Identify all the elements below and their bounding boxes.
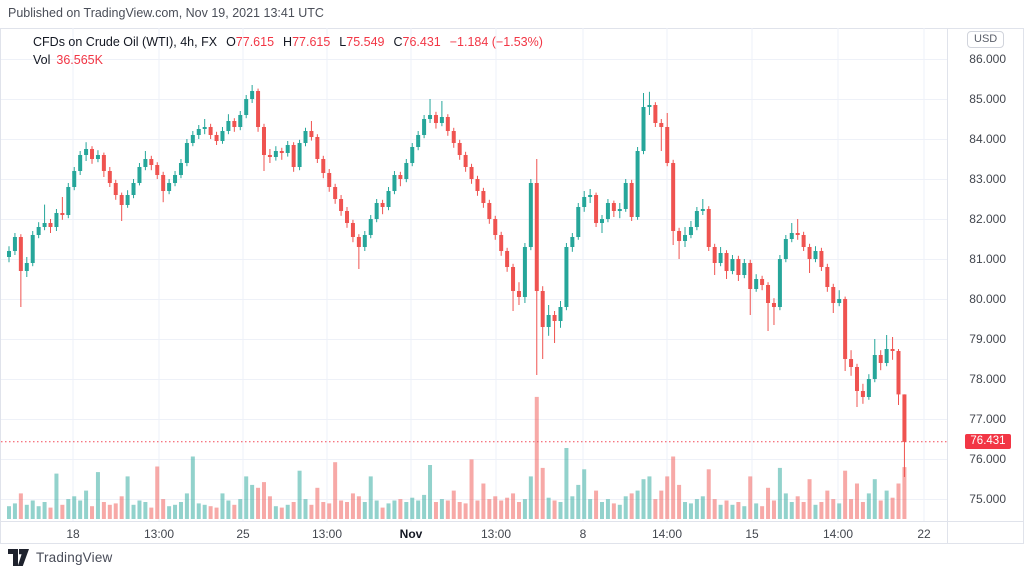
time-tick-label: 13:00 [311, 527, 343, 541]
price-tick-label: 81.000 [969, 252, 1006, 266]
price-tick-label: 80.000 [969, 292, 1006, 306]
volume-series [7, 396, 907, 519]
price-tick-label: 86.000 [969, 52, 1006, 66]
time-tick-label: 14:00 [651, 527, 683, 541]
price-tick-label: 77.000 [969, 412, 1006, 426]
ohlc-item: O77.615 [226, 35, 275, 49]
tradingview-attribution[interactable]: TradingView [8, 549, 113, 566]
chart-legend: CFDs on Crude Oil (WTI), 4h, FX O77.615 H… [33, 34, 543, 69]
time-tick-label: 22 [917, 527, 931, 541]
tradingview-logo-icon [8, 549, 29, 566]
price-tick-label: 76.000 [969, 452, 1006, 466]
price-tick-label: 84.000 [969, 132, 1006, 146]
price-tick-label: 82.000 [969, 212, 1006, 226]
candlestick-series [7, 85, 907, 477]
change-value: −1.184 (−1.53%) [449, 35, 543, 49]
currency-badge: USD [967, 31, 1005, 48]
ohlc-item: L75.549 [339, 35, 385, 49]
price-tick-label: 75.000 [969, 492, 1006, 506]
time-axis-divider [0, 521, 1024, 522]
time-tick-label: 8 [579, 527, 587, 541]
time-tick-label: 14:00 [822, 527, 854, 541]
time-tick-label: 13:00 [480, 527, 512, 541]
symbol-title: CFDs on Crude Oil (WTI), 4h, FX [33, 35, 218, 49]
price-tick-label: 85.000 [969, 92, 1006, 106]
gridlines [1, 28, 947, 521]
time-tick-label: Nov [399, 527, 423, 541]
price-tick-label: 78.000 [969, 372, 1006, 386]
last-price-badge: 76.431 [965, 434, 1011, 449]
time-tick-label: 18 [66, 527, 80, 541]
volume-value: 36.565K [56, 53, 103, 67]
time-tick-label: 13:00 [143, 527, 175, 541]
price-tick-label: 79.000 [969, 332, 1006, 346]
time-tick-label: 25 [236, 527, 250, 541]
ohlc-item: H77.615 [283, 35, 331, 49]
ohlc-values: O77.615 H77.615 L75.549 C76.431 [226, 34, 441, 51]
price-axis-divider [947, 28, 948, 543]
time-tick-label: 15 [745, 527, 759, 541]
published-bar: Published on TradingView.com, Nov 19, 20… [8, 6, 324, 20]
ohlc-item: C76.431 [393, 35, 441, 49]
volume-label: Vol [33, 53, 51, 67]
price-tick-label: 83.000 [969, 172, 1006, 186]
tradingview-logo-text: TradingView [36, 550, 113, 565]
